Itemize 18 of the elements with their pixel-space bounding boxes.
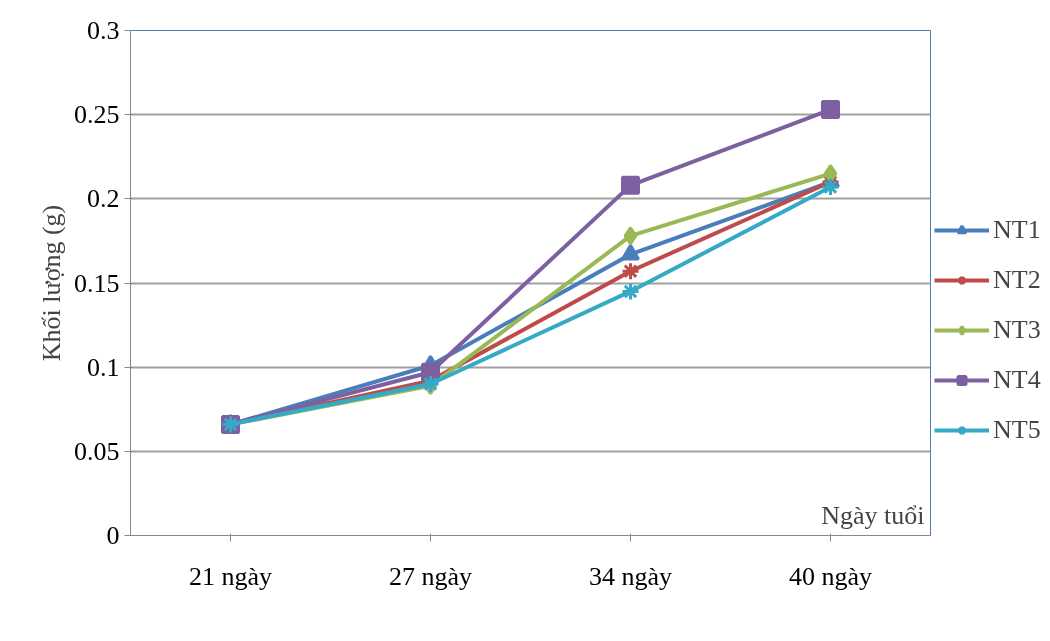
x-tick-label: 40 ngày bbox=[788, 561, 873, 591]
y-tick-label: 0.15 bbox=[74, 268, 120, 298]
y-tick-label: 0 bbox=[106, 521, 120, 550]
x-tick-label: 21 ngày bbox=[188, 561, 273, 591]
y-tick-label: 0.25 bbox=[74, 100, 120, 130]
x-tick-label: 34 ngày bbox=[588, 561, 673, 591]
y-tick-label: 0.1 bbox=[87, 352, 120, 382]
y-tick-label: 0.05 bbox=[74, 436, 120, 466]
x-axis-title: Ngày tuổi bbox=[821, 500, 925, 530]
y-axis-title: Khối lượng (g) bbox=[37, 204, 66, 362]
legend-label: NT1 bbox=[993, 215, 1041, 245]
legend-label: NT5 bbox=[993, 415, 1041, 445]
y-tick-label: 0.3 bbox=[87, 16, 120, 45]
y-tick-label: 0.2 bbox=[87, 184, 120, 214]
legend-label: NT3 bbox=[993, 315, 1041, 345]
legend-label: NT2 bbox=[993, 265, 1041, 295]
x-tick-label: 27 ngày bbox=[388, 561, 473, 591]
legend-label: NT4 bbox=[993, 365, 1041, 395]
